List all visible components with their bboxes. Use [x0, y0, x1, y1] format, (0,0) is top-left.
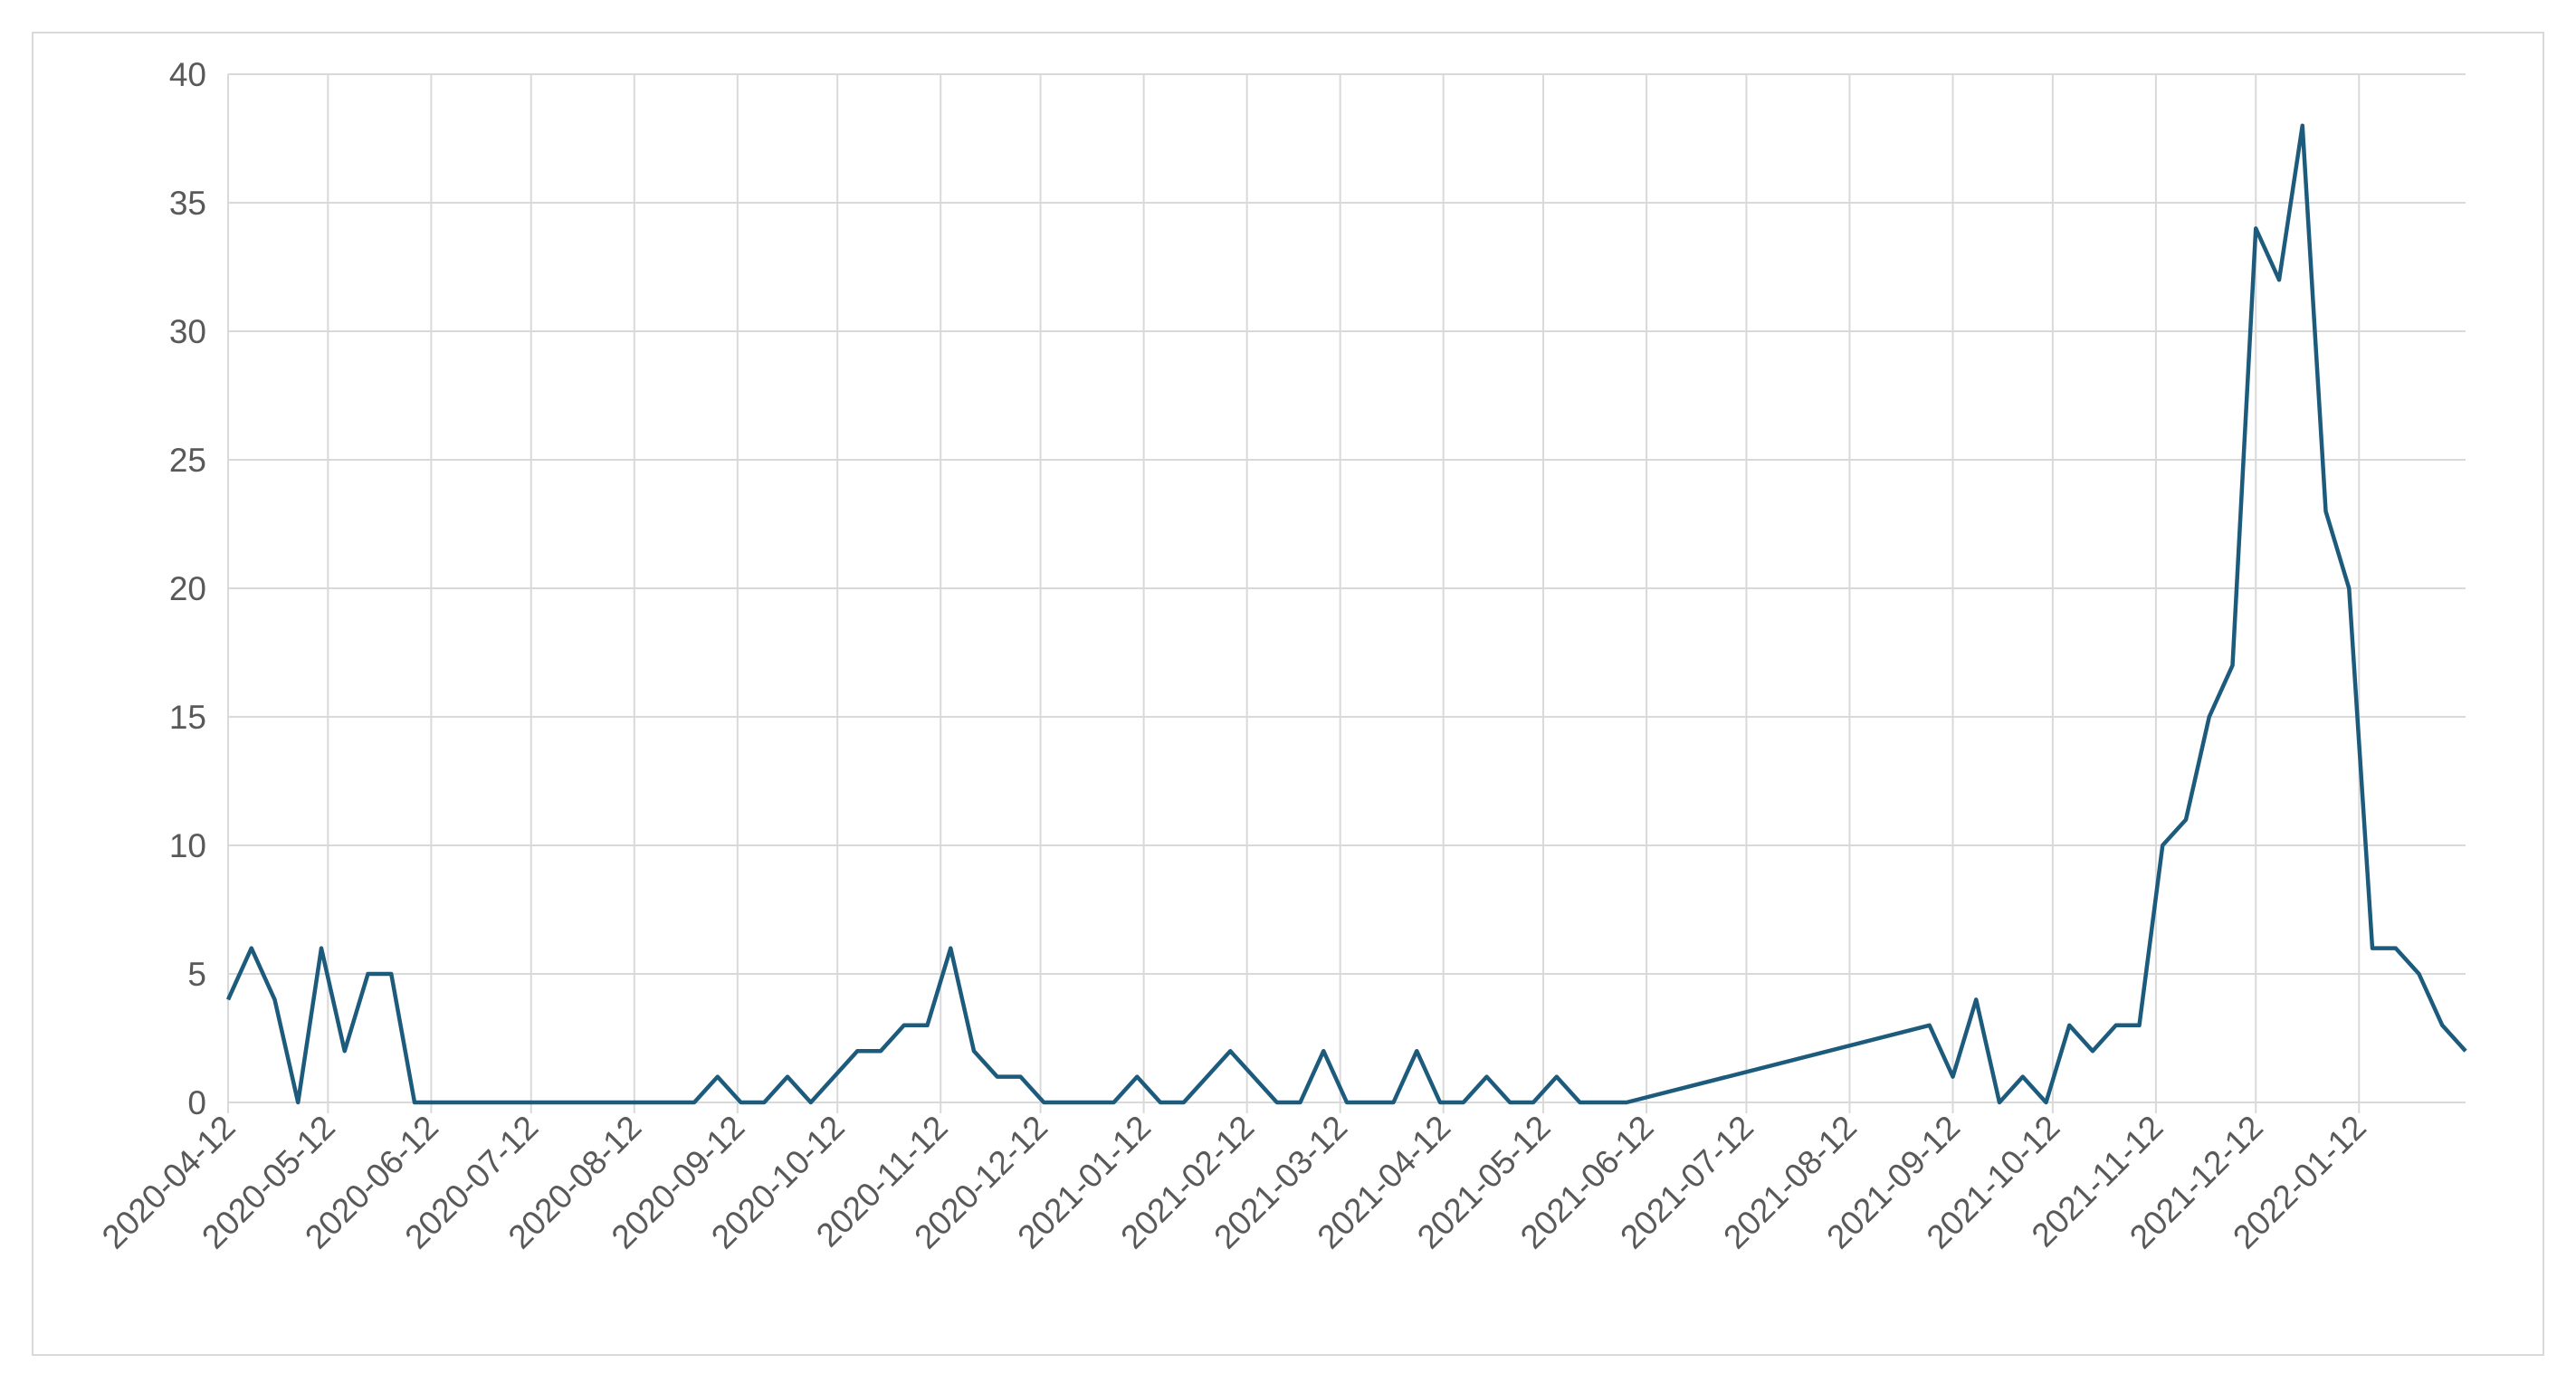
y-tick-label: 40 [169, 56, 206, 93]
y-tick-label: 25 [169, 442, 206, 479]
y-tick-label: 35 [169, 185, 206, 222]
y-tick-label: 30 [169, 313, 206, 350]
y-tick-label: 0 [187, 1084, 206, 1121]
chart-border [32, 32, 2544, 1356]
y-tick-label: 10 [169, 827, 206, 864]
y-tick-label: 5 [187, 956, 206, 993]
y-tick-label: 20 [169, 570, 206, 607]
data-line [225, 123, 2467, 1105]
y-tick-label: 15 [169, 699, 206, 736]
